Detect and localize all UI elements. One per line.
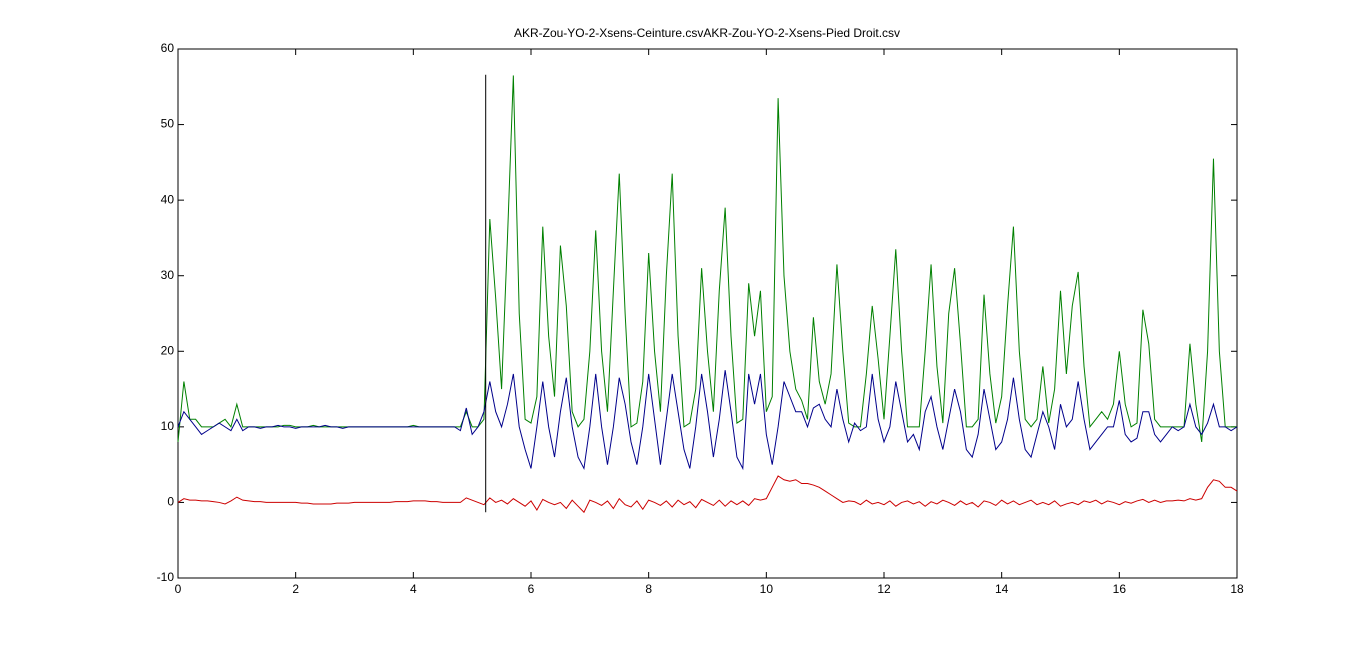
y-tick-label: 60 — [161, 41, 175, 55]
x-tick-label: 18 — [1230, 582, 1244, 596]
x-tick-label: 4 — [410, 582, 417, 596]
y-tick-label: 50 — [161, 117, 175, 131]
y-tick-label: -10 — [157, 570, 175, 584]
x-tick-label: 10 — [760, 582, 774, 596]
series-line — [177, 370, 1238, 471]
x-tick-label: 6 — [528, 582, 535, 596]
y-tick-label: 10 — [161, 419, 175, 433]
chart-title: AKR-Zou-YO-2-Xsens-Ceinture.csvAKR-Zou-Y… — [514, 26, 900, 40]
x-tick-label: 8 — [645, 582, 652, 596]
x-tick-label: 12 — [877, 582, 891, 596]
y-tick-label: 40 — [161, 192, 175, 206]
plot-area — [177, 48, 1238, 579]
x-tick-label: 2 — [292, 582, 299, 596]
series-line — [177, 475, 1238, 514]
x-tick-label: 14 — [995, 582, 1009, 596]
y-tick-label: 0 — [167, 495, 174, 509]
y-tick-label: 30 — [161, 268, 175, 282]
y-tick-label: 20 — [161, 343, 175, 357]
x-tick-label: 16 — [1113, 582, 1127, 596]
x-tick-label: 0 — [175, 582, 182, 596]
